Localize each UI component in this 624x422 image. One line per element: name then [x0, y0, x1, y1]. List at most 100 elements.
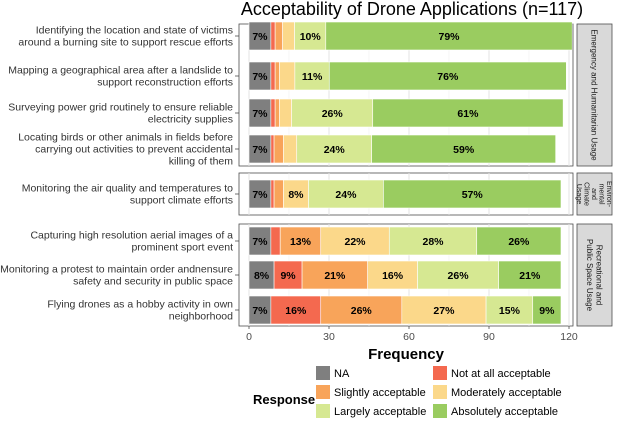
bar-label: 7%	[252, 189, 268, 201]
legend-swatch	[316, 366, 330, 380]
category-label: Flying drones as a hobby activity in own…	[47, 299, 233, 323]
bar-label: 26%	[322, 108, 344, 120]
x-axis: 0 30 60 90 120	[246, 326, 578, 343]
bar-label: 57%	[462, 189, 484, 201]
category-label: Mapping a geographical area after a land…	[8, 65, 233, 89]
bar-label: 22%	[344, 236, 366, 248]
bar-label: 21%	[324, 270, 346, 282]
bar-row: 8% 9% 21% 16% 26% 21%	[248, 260, 562, 290]
bar-label: 8%	[288, 189, 304, 201]
bar-segment	[367, 260, 418, 290]
bar-segment	[498, 260, 562, 290]
legend-label: Not at all acceptable	[451, 368, 551, 380]
bar-label: 7%	[252, 305, 268, 317]
bar-segment	[296, 134, 372, 164]
facet-strip	[576, 172, 613, 216]
bar-segment	[274, 61, 280, 91]
bar-segment	[388, 226, 478, 256]
bar-segment	[328, 61, 567, 91]
bar-label: 26%	[448, 270, 470, 282]
bar-segment	[270, 134, 275, 164]
bar-label: 7%	[252, 31, 268, 43]
bar-segment	[308, 179, 384, 209]
category-label: Locating birds or other animals in field…	[18, 132, 233, 168]
category-label: Identifying the location and state of vi…	[18, 25, 233, 49]
bar-row: 7% 16% 26% 27% 15% 9%	[248, 295, 562, 325]
bar-segment	[273, 134, 284, 164]
category-label: Capturing high resolution aerial images …	[30, 230, 233, 254]
category-label: Surveying power grid routinely to ensure…	[8, 102, 233, 126]
bar-row: 7% 26% 61%	[248, 98, 564, 128]
legend-swatch	[316, 404, 330, 418]
legend-item: Largely acceptable	[316, 404, 426, 418]
bar-label: 10%	[300, 31, 322, 43]
bar-segment	[283, 179, 309, 209]
x-axis-title: Frequency	[368, 346, 445, 363]
bar-segment	[270, 98, 276, 128]
x-tick-label: 30	[323, 331, 335, 343]
legend-label: NA	[334, 368, 350, 380]
bar-segment	[279, 61, 296, 91]
bar-row: 7% 13% 22% 28% 26%	[248, 226, 562, 256]
legend-swatch	[433, 366, 447, 380]
bar-label: 13%	[290, 236, 312, 248]
legend-item: Slightly acceptable	[316, 385, 426, 399]
legend-label: Largely acceptable	[334, 406, 426, 418]
bar-label: 9%	[539, 305, 555, 317]
bar-segment	[476, 226, 562, 256]
bar-segment	[270, 179, 275, 209]
legend: Response NA Not at all acceptable Slightly…	[253, 366, 562, 418]
x-tick-label: 60	[403, 331, 415, 343]
bar-label: 8%	[254, 270, 270, 282]
bar-label: 61%	[457, 108, 479, 120]
category-label: Monitoring the air quality and temperatu…	[22, 183, 233, 207]
x-tick-label: 90	[483, 331, 495, 343]
panel: Emergency and Humanitarian Usage 7% 10% 79%…	[8, 21, 613, 168]
legend-swatch	[433, 385, 447, 399]
bar-segment	[270, 61, 276, 91]
chart-panels: Emergency and Humanitarian Usage 7% 10% 79%…	[0, 21, 613, 327]
bar-label: 15%	[499, 305, 521, 317]
bar-segment	[274, 98, 280, 128]
bar-label: 7%	[252, 144, 268, 156]
legend-item: NA	[316, 366, 350, 380]
bar-label: 76%	[437, 71, 459, 83]
bar-label: 9%	[280, 270, 296, 282]
x-tick-label: 120	[560, 331, 578, 343]
facet-strip	[576, 23, 613, 167]
bar-segment	[320, 295, 403, 325]
panel: Environ-mentalandClimateUsage 7% 8% 24% 57% M…	[22, 172, 613, 216]
bar-row: 7% 10% 79%	[248, 21, 573, 51]
bar-label: 27%	[433, 305, 455, 317]
bar-segment	[273, 260, 303, 290]
bar-label: 26%	[351, 305, 373, 317]
bar-label: 28%	[422, 236, 444, 248]
bar-segment	[270, 226, 281, 256]
bar-label: 7%	[252, 236, 268, 248]
legend-title: Response	[253, 392, 315, 407]
facet-strip-label: Environ-mentalandClimateUsage	[575, 181, 612, 208]
legend-swatch	[433, 404, 447, 418]
bar-segment	[383, 179, 562, 209]
facet-strip	[576, 223, 613, 327]
bar-label: 79%	[438, 31, 460, 43]
bar-segment	[279, 98, 292, 128]
bar-segment	[371, 134, 556, 164]
legend-item: Absolutely acceptable	[433, 404, 558, 418]
legend-label: Slightly acceptable	[334, 387, 426, 399]
legend-item: Moderately acceptable	[433, 385, 562, 399]
bar-segment	[279, 226, 322, 256]
category-label: Monitoring a protest to maintain order a…	[0, 264, 233, 288]
bar-label: 21%	[519, 270, 541, 282]
bar-label: 11%	[302, 71, 323, 83]
bar-segment	[283, 134, 298, 164]
bar-segment	[320, 226, 390, 256]
facet-strip-label: Emergency and Humanitarian Usage	[590, 29, 599, 161]
bar-label: 26%	[508, 236, 530, 248]
chart-title: Acceptability of Drone Applications (n=1…	[241, 0, 583, 19]
bar-segment	[273, 179, 284, 209]
legend-item: Not at all acceptable	[433, 366, 551, 380]
bar-label: 7%	[252, 71, 268, 83]
bar-row: 7% 11% 76%	[248, 61, 567, 91]
bar-segment	[294, 21, 327, 51]
